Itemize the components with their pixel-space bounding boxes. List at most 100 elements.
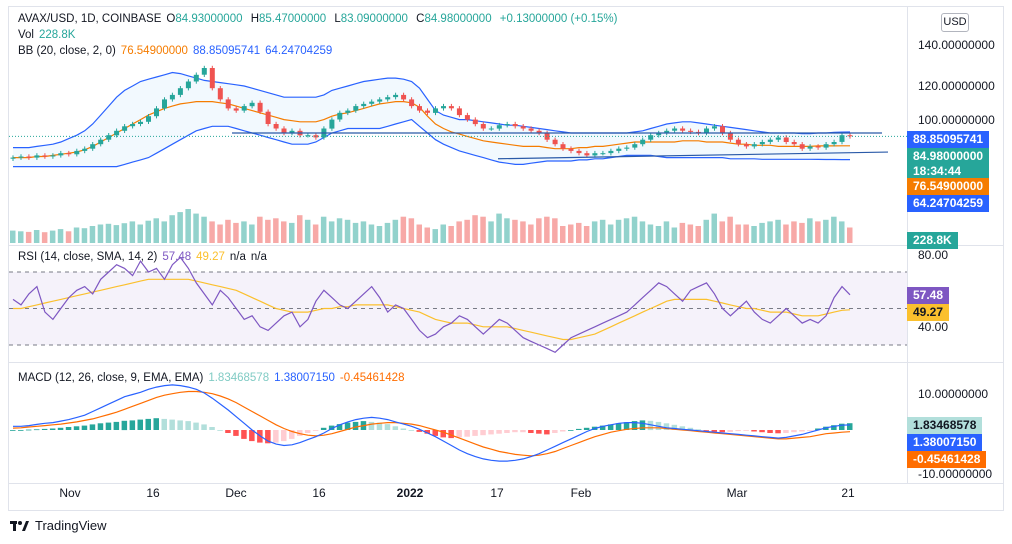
volume-bar <box>49 230 56 243</box>
macd-line-tag: 1.38007150 <box>907 434 983 451</box>
candle-body <box>169 94 175 100</box>
candle-body <box>672 128 678 131</box>
volume-bar <box>544 216 550 243</box>
pane-separator-macd[interactable] <box>9 362 1003 363</box>
candle-body <box>345 110 351 113</box>
rsi-legend: RSI (14, close, SMA, 14, 2) 57.48 49.27 n/a… <box>18 251 267 263</box>
volume-bar <box>257 216 263 243</box>
macd-histogram-bar <box>759 430 765 433</box>
candle-body <box>353 106 359 111</box>
volume-bar <box>57 229 64 243</box>
candle-body <box>425 110 430 113</box>
volume-bar <box>328 221 335 243</box>
macd-histogram-bar <box>767 430 773 433</box>
volume-bar <box>464 219 470 243</box>
candle-body <box>791 142 797 145</box>
volume-bar <box>129 221 136 243</box>
bb-lower-line <box>13 118 850 168</box>
candle-body <box>560 144 566 149</box>
candle-body <box>82 148 88 151</box>
macd-histogram-bar <box>663 423 670 430</box>
time-axis-separator <box>9 483 1003 484</box>
candle-body <box>704 128 709 133</box>
candle-body <box>480 124 486 129</box>
volume-bar <box>751 226 757 243</box>
candle-body <box>385 97 391 100</box>
volume-bar <box>18 231 24 243</box>
candle-body <box>496 125 502 129</box>
volume-bar <box>273 218 279 243</box>
macd-histogram-bar <box>496 430 502 434</box>
volume-bar <box>552 218 558 243</box>
macd-histogram-bar <box>289 430 295 439</box>
volume-bar <box>528 224 534 243</box>
volume-bar <box>647 224 654 243</box>
volume-bar <box>217 224 223 243</box>
candle-body <box>241 106 247 111</box>
candle-body <box>759 142 765 145</box>
macd-histogram-bar <box>89 424 96 430</box>
pane-separator-rsi[interactable] <box>9 245 1003 246</box>
bb-legend: BB (20, close, 2, 0) 76.54900000 88.850957… <box>18 45 333 57</box>
volume-bar <box>145 220 151 243</box>
volume-bar <box>416 224 422 243</box>
macd-histogram-bar <box>201 424 207 430</box>
volume-bar <box>65 231 72 243</box>
volume-bar <box>33 230 40 243</box>
candle-body <box>720 126 725 133</box>
volume-bar <box>807 218 813 243</box>
volume-bar <box>432 229 438 243</box>
volume-bar <box>504 218 510 243</box>
bb-upper-tag: 88.85095741 <box>907 131 990 148</box>
volume-bar <box>169 215 175 243</box>
macd-histogram-bar <box>791 430 797 433</box>
candle-body <box>727 133 733 140</box>
macd-histogram-bar <box>105 422 112 430</box>
candle-body <box>488 128 494 130</box>
volume-bar <box>599 219 606 243</box>
time-tick: 17 <box>490 486 504 500</box>
volume-bar <box>400 216 407 243</box>
bb-upper-line <box>13 71 851 149</box>
macd-histogram-bar <box>33 429 40 431</box>
candle-body <box>18 156 24 158</box>
candle-body <box>369 101 375 104</box>
candle-body <box>305 135 311 137</box>
currency-button[interactable]: USD <box>941 13 969 32</box>
tradingview-logo[interactable]: TradingView <box>10 518 107 533</box>
volume-bar <box>153 218 159 243</box>
macd-histogram-bar <box>512 430 518 433</box>
symbol-label[interactable]: AVAX/USD, 1D, COINBASE <box>18 13 162 25</box>
macd-histogram-bar <box>568 430 574 431</box>
macd-histogram-bar <box>847 423 853 430</box>
volume-bar <box>225 219 231 243</box>
main-legend: AVAX/USD, 1D, COINBASE O84.93000000 H85.4… <box>18 13 618 25</box>
volume-bar <box>663 221 670 243</box>
volume-bar <box>336 218 343 243</box>
rsi-tag: 57.48 <box>907 287 950 304</box>
macd-tick: -10.00000000 <box>918 467 993 481</box>
volume-bar <box>679 222 686 243</box>
volume-bar <box>520 221 526 243</box>
volume-bar <box>424 227 430 243</box>
candle-body <box>193 74 199 82</box>
candle-body <box>90 144 96 149</box>
candle-body <box>10 157 16 159</box>
volume-bar <box>560 226 566 243</box>
macd-histogram-bar <box>735 430 741 432</box>
macd-legend: MACD (12, 26, close, 9, EMA, EMA) 1.83468… <box>18 372 405 384</box>
macd-signal-line <box>12 390 851 457</box>
volume-bar <box>281 221 287 243</box>
macd-histogram-bar <box>703 430 709 431</box>
candle-body <box>528 128 534 131</box>
time-tick: Mar <box>726 486 748 500</box>
candle-body <box>209 68 215 89</box>
macd-histogram-bar <box>647 420 654 431</box>
candle-body <box>688 130 694 132</box>
candle-body <box>217 88 223 100</box>
macd-histogram-bar <box>480 430 486 436</box>
time-tick: Dec <box>225 486 247 500</box>
volume-bar <box>289 222 295 243</box>
candle-body <box>520 126 526 129</box>
